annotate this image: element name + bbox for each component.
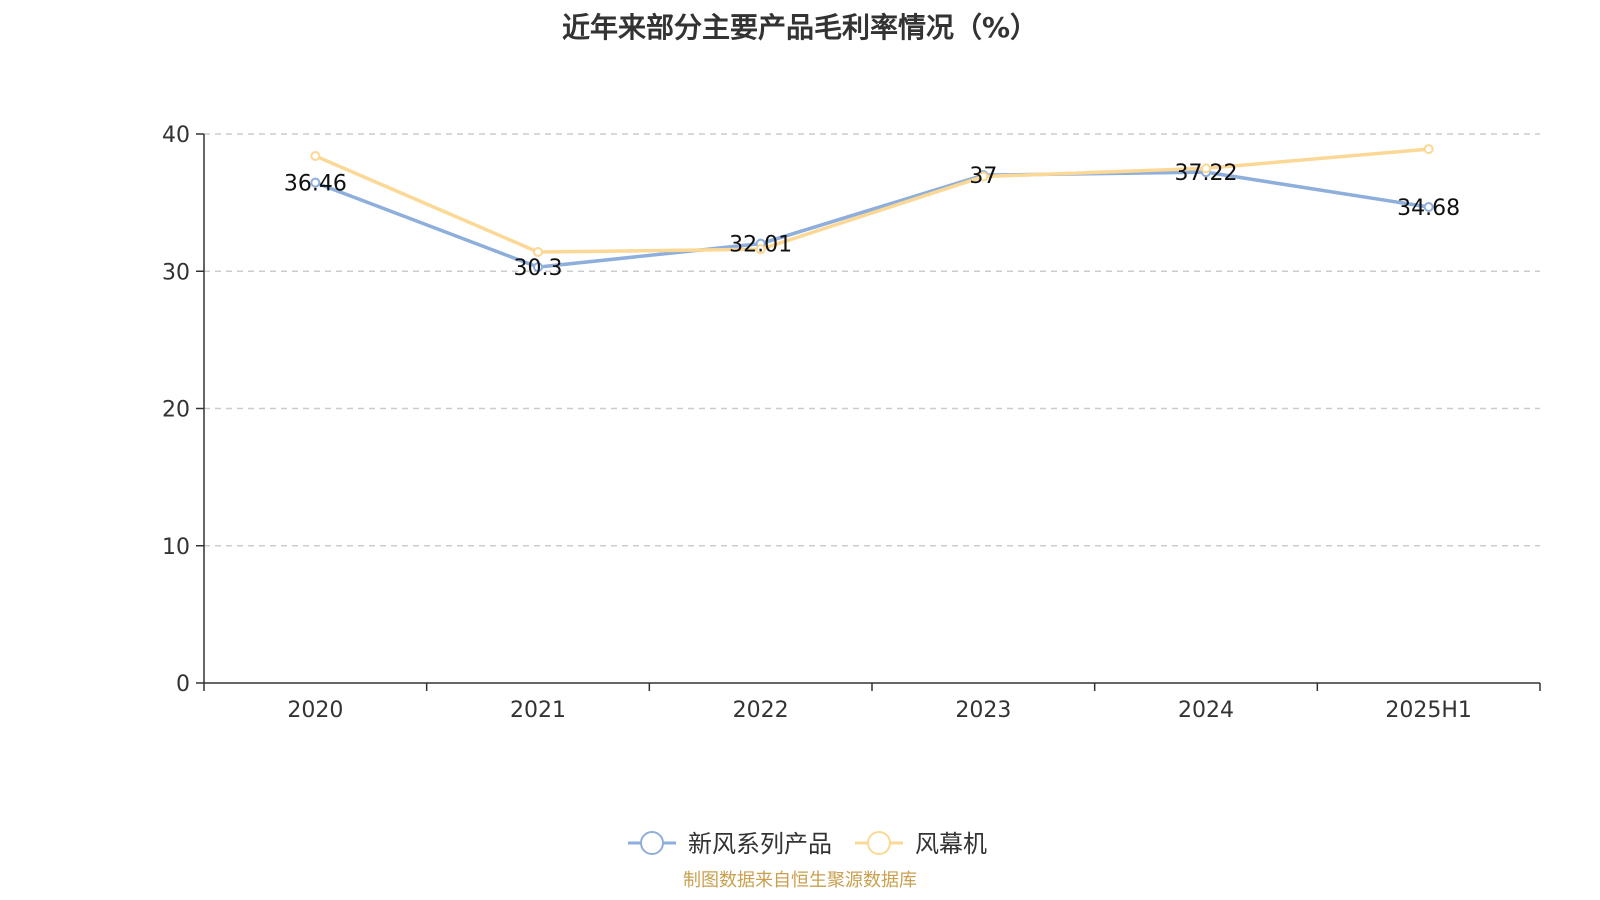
data-label-5: 34.68 (1397, 196, 1460, 221)
y-tick-label: 40 (162, 123, 190, 148)
data-label-4: 37.22 (1175, 161, 1238, 186)
data-point-s0-1 (533, 262, 543, 273)
x-tick-label: 2023 (955, 698, 1011, 723)
x-tick-label: 2025H1 (1385, 698, 1472, 723)
data-point-s1-3 (978, 171, 989, 182)
y-tick-label: 0 (176, 672, 190, 697)
chart-title: 近年来部分主要产品毛利率情况（%） (561, 11, 1039, 44)
data-source-note: 制图数据来自恒生聚源数据库 (683, 870, 917, 891)
legend-swatch-marker-1 (867, 831, 891, 855)
y-tick-label: 20 (162, 398, 190, 423)
data-point-s1-2 (755, 244, 766, 255)
series-line-0 (314, 170, 1429, 269)
data-point-s1-4 (1201, 163, 1211, 174)
data-point-s1-5 (1423, 144, 1434, 155)
data-point-s1-1 (533, 247, 543, 258)
series-line-1 (314, 147, 1429, 254)
x-tick-label: 2020 (287, 698, 343, 723)
data-label-0: 36.46 (284, 172, 347, 197)
x-tick-label: 2024 (1178, 698, 1234, 723)
x-tick-label: 2022 (733, 698, 789, 723)
legend-label-0: 新风系列产品 (688, 830, 832, 858)
legend-swatch-marker-0 (640, 831, 664, 855)
y-tick-label: 10 (162, 535, 190, 560)
data-label-2: 32.01 (729, 233, 792, 258)
data-point-s0-0 (310, 177, 321, 188)
data-point-s1-0 (310, 150, 321, 161)
data-point-s0-5 (1423, 202, 1434, 213)
y-tick-label: 30 (162, 260, 190, 285)
data-label-1: 30.3 (514, 256, 563, 281)
x-tick-label: 2021 (510, 698, 566, 723)
data-label-3: 37 (969, 164, 997, 189)
legend-label-1: 风幕机 (915, 830, 987, 858)
